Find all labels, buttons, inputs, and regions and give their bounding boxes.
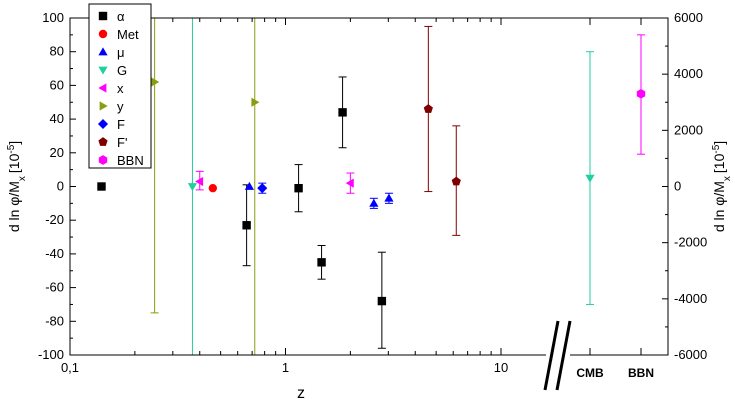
y-tick-label-left: 100 <box>42 10 64 25</box>
legend-label: α <box>117 9 125 24</box>
data-point <box>423 104 433 113</box>
data-point <box>294 183 303 193</box>
legend-item: y <box>99 99 124 114</box>
x-tick-label: 1 <box>282 360 289 375</box>
legend-label: x <box>117 81 124 96</box>
y-axis-label-right-close: ] <box>711 141 727 145</box>
y-tick-label-left: 40 <box>50 111 64 126</box>
legend-marker <box>99 101 108 111</box>
y-axis-label-left-sub: x <box>17 176 28 181</box>
y-tick-label-left: -60 <box>45 280 64 295</box>
legend-item: BBN <box>98 153 144 168</box>
data-point <box>377 296 387 306</box>
x-tick-label-cmb: CMB <box>576 366 604 380</box>
data-point <box>369 198 379 207</box>
y-axis-label-left-unit: [10 <box>6 153 22 173</box>
data-point <box>208 183 218 193</box>
legend-marker <box>98 83 107 93</box>
legend-item: Met <box>98 27 139 42</box>
data-point <box>338 108 347 117</box>
legend-marker <box>98 137 108 146</box>
legend-marker <box>98 66 108 75</box>
data-point <box>636 88 646 99</box>
axis-break <box>543 320 572 391</box>
x-axis-label: z <box>297 385 305 402</box>
x-tick-label-bbn: BBN <box>628 366 654 380</box>
y-axis-label-left-exp: -5 <box>6 144 17 153</box>
data-point <box>97 182 106 191</box>
y-axis-label-left-main: d ln φ/M <box>6 181 22 232</box>
data-point <box>251 97 260 107</box>
axis-break-gap <box>546 353 570 359</box>
y-tick-label-left: -80 <box>45 313 64 328</box>
legend-label: y <box>117 99 124 114</box>
y-axis-label-right-main: d ln φ/M <box>711 181 727 232</box>
x-tick-label: 10 <box>494 360 508 375</box>
y-axis-label-right: d ln φ/Mx [10-5] <box>711 141 733 232</box>
y-tick-label-right: 6000 <box>674 10 703 25</box>
data-point <box>242 221 251 230</box>
data-point <box>384 193 394 202</box>
plot-frame <box>69 17 669 356</box>
data-point <box>244 181 255 190</box>
y-tick-label-left: 80 <box>50 44 64 59</box>
legend-item: x <box>98 81 124 96</box>
y-tick-label-right: -6000 <box>674 347 707 362</box>
data-point <box>317 258 326 267</box>
y-axis-label-right-unit: [10 <box>711 153 727 173</box>
y-axis-label-left-close: ] <box>6 141 22 145</box>
legend-marker <box>98 11 108 21</box>
x-tick-label: 0,1 <box>61 360 79 375</box>
data-point <box>151 77 160 87</box>
data-point <box>585 174 595 183</box>
legend-label: F' <box>117 135 127 150</box>
y-tick-label-left: 20 <box>50 145 64 160</box>
legend-item: F <box>97 117 125 132</box>
y-tick-label-left: -100 <box>38 347 64 362</box>
y-axis-label-right-exp: -5 <box>711 144 722 153</box>
y-axis-label-left: d ln φ/Mx [10-5] <box>6 141 28 232</box>
axis-break-mark <box>543 320 560 391</box>
legend-marker <box>98 29 108 39</box>
data-point <box>187 183 198 192</box>
legend-item: F' <box>98 135 127 150</box>
axis-break-mark <box>555 320 572 391</box>
legend-label: F <box>117 117 125 132</box>
legend-item: α <box>98 9 125 24</box>
y-tick-label-left: -40 <box>45 246 64 261</box>
y-tick-label-right: -4000 <box>674 291 707 306</box>
legend-marker <box>98 47 108 56</box>
legend-item: G <box>98 63 127 78</box>
data-point <box>257 183 268 194</box>
legend-marker <box>97 118 109 130</box>
y-tick-label-right: -2000 <box>674 235 707 250</box>
legend-label: μ <box>117 45 125 60</box>
y-tick-label-left: 0 <box>57 179 64 194</box>
data-point <box>195 176 204 187</box>
y-tick-label-right: 0 <box>674 179 681 194</box>
legend-label: Met <box>117 27 139 42</box>
legend-item: μ <box>98 45 125 60</box>
y-tick-label-right: 4000 <box>674 66 703 81</box>
y-axis-label-right-sub: x <box>722 176 733 181</box>
data-point <box>451 176 461 186</box>
legend-marker <box>98 155 108 165</box>
data-point <box>345 178 354 188</box>
y-tick-label-left: 60 <box>50 77 64 92</box>
y-tick-label-left: -20 <box>45 212 64 227</box>
legend-label: G <box>117 63 127 78</box>
y-tick-label-right: 2000 <box>674 122 703 137</box>
legend-label: BBN <box>117 153 144 168</box>
